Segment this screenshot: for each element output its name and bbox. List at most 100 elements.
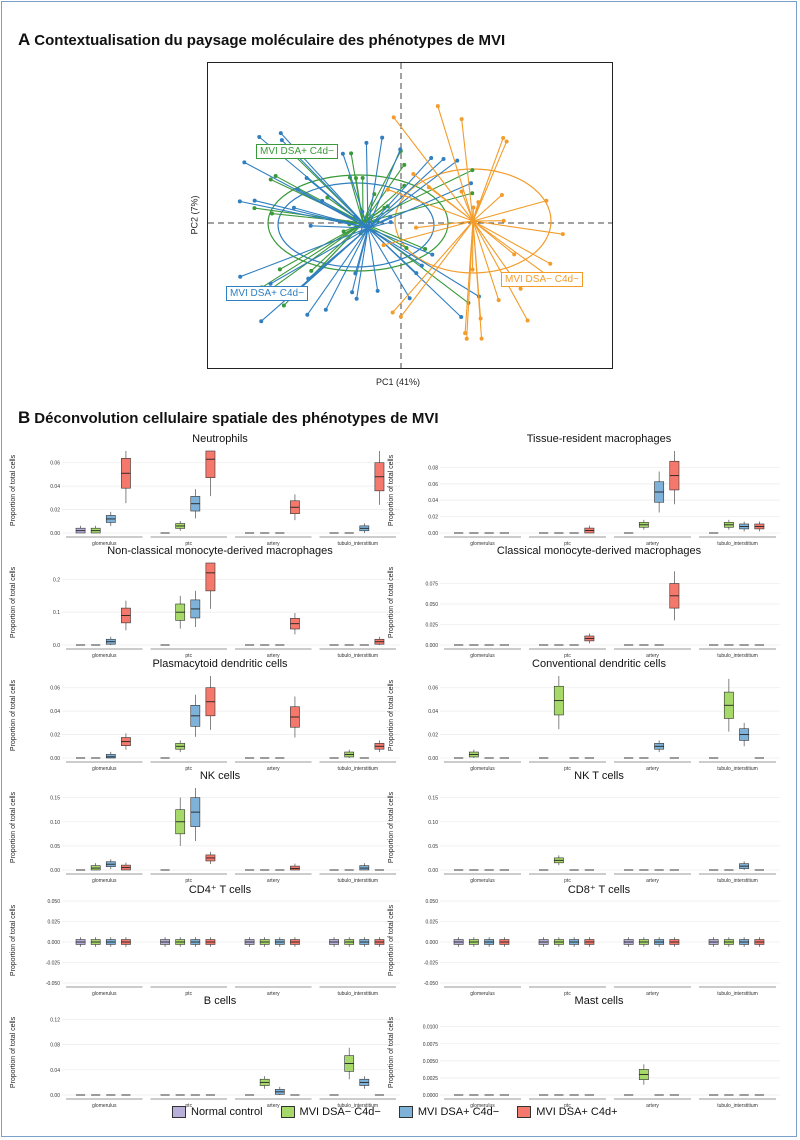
- pca-segment-orange: [472, 137, 504, 222]
- tick-label: 0.00: [428, 531, 438, 537]
- pca-segment-blue: [367, 227, 423, 267]
- pca-point-orange: [390, 310, 395, 315]
- pca-segment-orange: [387, 189, 474, 222]
- pca-segment-blue: [325, 227, 369, 311]
- pca-point-orange: [501, 218, 506, 223]
- legend-label-dsa-pos-c4d-pos: MVI DSA+ C4d+: [536, 1106, 618, 1118]
- compartment-label: glomerulus: [470, 991, 495, 997]
- pca-segment-orange: [472, 141, 508, 222]
- tick-label: 0.0100: [423, 1025, 439, 1031]
- tick-label: 0.050: [425, 899, 438, 905]
- pca-point-blue: [295, 187, 300, 192]
- pca-point-orange: [499, 192, 504, 197]
- pca-point-green: [252, 206, 257, 211]
- tick-label: 0.0000: [423, 1093, 439, 1099]
- compartment-label: tubulo_interstitium: [337, 766, 378, 772]
- box: [105, 754, 116, 759]
- compartment-label: artery: [267, 1103, 280, 1109]
- facet-title: Neutrophils: [192, 433, 248, 445]
- facet-y-label: Proportion of total cells: [388, 566, 396, 639]
- pca-point-blue: [375, 288, 380, 293]
- facet-y-label: Proportion of total cells: [388, 454, 396, 527]
- tick-label: 0.0050: [423, 1059, 439, 1065]
- facet-y-label: Proportion of total cells: [10, 454, 18, 527]
- pca-segment-blue: [367, 149, 401, 229]
- pca-segment-orange: [392, 220, 474, 313]
- facet-y-label: Proportion of total cells: [10, 904, 18, 977]
- section-b-title: B Déconvolution cellulaire spatiale des p…: [18, 408, 439, 428]
- tick-label: 0.05: [428, 844, 438, 850]
- pca-segment-green: [310, 222, 364, 272]
- pca-segment-blue: [367, 160, 458, 229]
- compartment-label: glomerulus: [470, 766, 495, 772]
- facet-y-label: Proportion of total cells: [10, 791, 18, 864]
- compartment-label: artery: [646, 653, 659, 659]
- pca-label-orange: MVI DSA− C4d−: [501, 272, 583, 287]
- tick-label: 0.0075: [423, 1042, 439, 1048]
- pca-segment-blue: [367, 227, 417, 274]
- section-b-text: Déconvolution cellulaire spatiale des ph…: [34, 410, 439, 427]
- section-a-text: Contextualisation du paysage moléculaire…: [34, 32, 506, 49]
- compartment-label: artery: [267, 653, 280, 659]
- compartment-label: ptc: [185, 766, 192, 772]
- pca-point-blue: [419, 263, 424, 268]
- pca-point-orange: [496, 298, 501, 303]
- pca-point-blue: [388, 220, 393, 225]
- tick-label: 0.05: [50, 844, 60, 850]
- pca-segment-orange: [466, 220, 474, 339]
- legend-key-dsa-pos-c4d-neg: [398, 1106, 413, 1118]
- legend-label-normal: Normal control: [191, 1106, 263, 1118]
- compartment-label: glomerulus: [470, 653, 495, 659]
- pca-point-orange: [512, 252, 517, 257]
- pca-point-blue: [323, 307, 328, 312]
- tick-label: -0.050: [46, 981, 60, 987]
- facet-y-label: Proportion of total cells: [388, 904, 396, 977]
- pca-point-orange: [459, 117, 464, 122]
- tick-label: 0.00: [50, 756, 60, 762]
- pca-point-orange: [398, 314, 403, 319]
- pca-point-orange: [471, 205, 476, 210]
- box: [290, 865, 300, 871]
- tick-label: 0.04: [50, 484, 60, 490]
- legend-label-dsa-neg: MVI DSA− C4d−: [299, 1106, 381, 1118]
- pca-point-orange: [518, 286, 523, 291]
- pca-segment-blue: [367, 227, 411, 299]
- pca-point-orange: [501, 135, 506, 140]
- tick-label: 0.075: [425, 582, 438, 588]
- pca-point-green: [349, 151, 354, 156]
- facet-title: B cells: [203, 995, 237, 1007]
- legend-item-dsa-pos-c4d-pos: MVI DSA+ C4d+: [517, 1106, 618, 1118]
- facet-y-label: Proportion of total cells: [388, 1016, 396, 1089]
- tick-label: 0.04: [50, 1068, 60, 1074]
- tick-label: 0.04: [50, 709, 60, 715]
- pca-point-green: [273, 174, 278, 179]
- pca-segment-blue: [306, 227, 369, 316]
- compartment-label: ptc: [564, 1103, 571, 1109]
- tick-label: 0.025: [47, 920, 60, 926]
- legend-item-normal: Normal control: [172, 1106, 263, 1118]
- pca-segment-green: [275, 175, 364, 224]
- legend: Normal control MVI DSA− C4d− MVI DSA+ C4…: [172, 1102, 618, 1122]
- pca-point-blue: [305, 312, 310, 317]
- pca-point-green: [268, 177, 273, 182]
- pca-segment-green: [362, 222, 426, 250]
- pca-point-green: [277, 267, 282, 272]
- compartment-label: ptc: [185, 878, 192, 884]
- facet-plot: 0.00 0.02 0.04 0.06 glomerulus ptc artery tubul…: [50, 676, 400, 772]
- pca-segment-orange: [393, 117, 474, 222]
- facet-title: NK T cells: [574, 770, 624, 782]
- pca-point-blue: [238, 274, 243, 279]
- pca-point-green: [341, 229, 346, 234]
- pca-point-blue: [242, 160, 247, 165]
- compartment-label: tubulo_interstitium: [337, 878, 378, 884]
- pca-point-green: [423, 246, 428, 251]
- facet-title: Mast cells: [574, 995, 624, 1007]
- pca-segment-blue: [310, 225, 369, 229]
- compartment-label: tubulo_interstitium: [717, 1103, 758, 1109]
- pca-point-orange: [411, 171, 416, 176]
- tick-label: 0.12: [50, 1017, 60, 1023]
- compartment-label: artery: [267, 766, 280, 772]
- compartment-label: tubulo_interstitium: [337, 653, 378, 659]
- pca-segment-blue: [365, 142, 369, 229]
